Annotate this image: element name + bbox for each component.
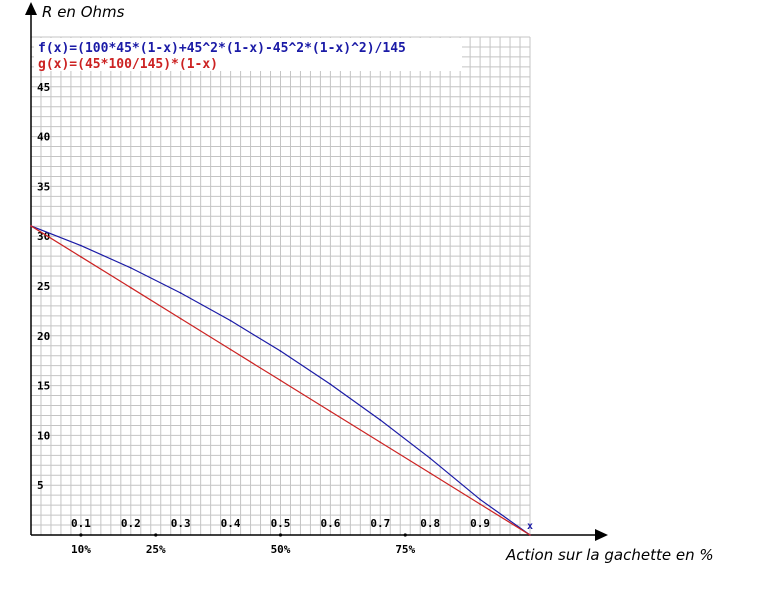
- y-tick-label: 15: [37, 380, 50, 393]
- y-axis-label: R en Ohms: [42, 3, 125, 21]
- y-tick-label: 5: [37, 479, 44, 492]
- percent-label: 10%: [71, 543, 91, 556]
- y-tick-label: 30: [37, 230, 50, 243]
- y-tick-labels: 5 10 15 20 25 30 35 40 45: [37, 81, 50, 492]
- series-f-point: [80, 244, 82, 247]
- series-f-point: [329, 383, 332, 386]
- series-g-point: [279, 379, 282, 382]
- x-axis-label: Action sur la gachette en %: [505, 546, 714, 564]
- x-tick-label: 0.2: [121, 517, 141, 530]
- y-tick-label: 10: [37, 429, 50, 442]
- percent-tick: [79, 533, 83, 537]
- percent-label: 25%: [146, 543, 166, 556]
- y-tick-label: 45: [37, 81, 50, 94]
- percent-label: 50%: [271, 543, 291, 556]
- series-g-point: [179, 317, 182, 320]
- series-f-point: [279, 350, 282, 352]
- x-tick-label: 0.4: [221, 517, 241, 530]
- series-f-point: [379, 419, 382, 421]
- series-f-point: [130, 267, 132, 269]
- series-g-point: [479, 503, 481, 505]
- percent-tick: [403, 533, 407, 537]
- series-lines: x: [30, 225, 533, 536]
- series-g-point: [80, 256, 82, 258]
- x-tick-label: 0.8: [420, 517, 440, 530]
- x-tick-label: 0.9: [470, 517, 490, 530]
- percent-label: 75%: [395, 543, 415, 556]
- percent-labels: 10% 25% 50% 75%: [71, 533, 416, 556]
- series-g-point: [429, 472, 432, 474]
- series-g-point: [130, 286, 132, 289]
- series-g-point: [229, 348, 232, 351]
- y-tick-label: 25: [37, 280, 50, 293]
- x-axis-arrow: [595, 529, 608, 541]
- x-tick-label: 0.1: [71, 517, 91, 530]
- series-f-point: [479, 498, 481, 501]
- legend-entry-g: g(x)=(45*100/145)*(1-x): [38, 57, 218, 72]
- legend-entry-f: f(x)=(100*45*(1-x)+45^2*(1-x)-45^2*(1-x)…: [38, 41, 406, 56]
- y-tick-label: 35: [37, 180, 50, 193]
- series-f-point: [179, 292, 182, 294]
- x-tick-label: 0.6: [320, 517, 340, 530]
- x-tick-label: 0.3: [171, 517, 191, 530]
- grid: [30, 36, 531, 536]
- legend-box: [34, 38, 462, 71]
- x-tick-label: 0.7: [370, 517, 390, 530]
- y-tick-label: 20: [37, 330, 50, 343]
- x-tick-labels: 0.1 0.2 0.3 0.4 0.5 0.6 0.7 0.8 0.9: [71, 517, 490, 530]
- x-tick-label: 0.5: [271, 517, 291, 530]
- series-f-point: [229, 319, 232, 322]
- end-marker: x: [527, 521, 533, 532]
- y-tick-label: 40: [37, 131, 50, 144]
- series-f-point: [429, 457, 432, 460]
- axes: [25, 2, 608, 541]
- percent-tick: [154, 533, 158, 537]
- percent-tick: [278, 533, 283, 537]
- series-g-point: [329, 410, 332, 413]
- y-axis-arrow: [25, 2, 37, 15]
- series-g-point: [529, 534, 531, 536]
- series-g-point: [30, 225, 32, 227]
- series-g-point: [379, 441, 382, 444]
